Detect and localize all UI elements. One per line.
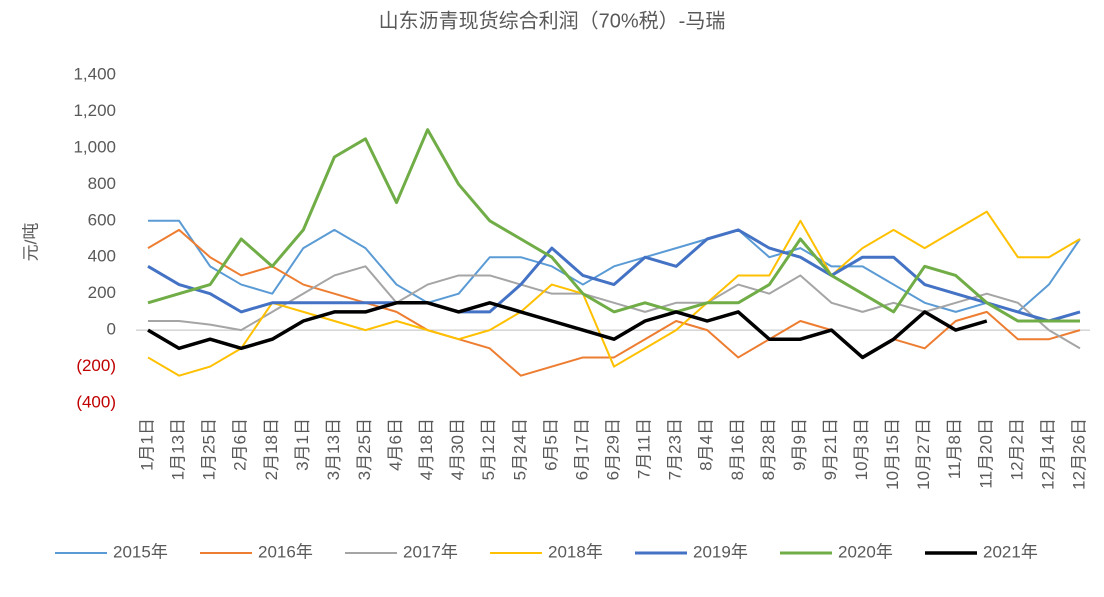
- legend-label: 2015年: [113, 542, 168, 561]
- series-line: [147, 128, 1080, 323]
- y-tick-label: 400: [88, 247, 116, 266]
- x-tick-label: 2月18日: [262, 418, 281, 480]
- legend-label: 2018年: [548, 542, 603, 561]
- x-tick-label: 6月5日: [541, 418, 560, 471]
- x-tick-label: 5月24日: [510, 418, 529, 480]
- series-line: [147, 301, 988, 360]
- x-tick-label: 12月2日: [1007, 418, 1026, 480]
- x-tick-label: 6月17日: [572, 418, 591, 480]
- x-tick-label: 1月1日: [137, 418, 156, 471]
- series-line: [147, 228, 1081, 377]
- x-tick-label: 2月6日: [231, 418, 250, 471]
- y-tick-label: 0: [107, 320, 116, 339]
- x-tick-label: 4月30日: [448, 418, 467, 480]
- x-tick-label: 6月29日: [603, 418, 622, 480]
- x-tick-label: 11月8日: [945, 418, 964, 479]
- x-tick-label: 3月1日: [293, 418, 312, 471]
- legend-label: 2020年: [838, 542, 893, 561]
- x-tick-label: 5月12日: [479, 418, 498, 480]
- x-tick-label: 4月6日: [386, 418, 405, 471]
- series-line: [148, 219, 1081, 313]
- x-tick-label: 12月14日: [1038, 418, 1057, 490]
- y-tick-label: 1,200: [73, 101, 116, 120]
- x-tick-label: 3月13日: [324, 418, 343, 480]
- x-tick-label: 4月18日: [417, 418, 436, 480]
- x-tick-label: 9月9日: [790, 418, 809, 471]
- x-tick-label: 8月16日: [728, 418, 747, 480]
- legend-label: 2017年: [403, 542, 458, 561]
- y-tick-label: 1,400: [73, 64, 116, 83]
- y-tick-label: 1,000: [73, 137, 116, 156]
- x-tick-label: 1月25日: [200, 418, 219, 480]
- y-axis-label: 元/吨: [21, 223, 40, 262]
- x-tick-label: 7月11日: [635, 418, 654, 479]
- series-line: [147, 210, 1081, 377]
- y-tick-label: (400): [76, 392, 116, 411]
- x-tick-label: 8月4日: [697, 418, 716, 471]
- y-tick-label: (200): [76, 356, 116, 375]
- x-tick-label: 11月20日: [976, 418, 995, 489]
- y-tick-label: 600: [88, 210, 116, 229]
- x-tick-label: 9月21日: [821, 418, 840, 480]
- x-tick-label: 3月25日: [355, 418, 374, 480]
- x-tick-label: 8月28日: [759, 418, 778, 480]
- legend-label: 2021年: [983, 542, 1038, 561]
- x-tick-label: 10月3日: [852, 418, 871, 480]
- legend-label: 2016年: [258, 542, 313, 561]
- x-tick-label: 7月23日: [666, 418, 685, 480]
- x-tick-label: 12月26日: [1069, 418, 1088, 490]
- y-tick-label: 200: [88, 283, 116, 302]
- chart-title: 山东沥青现货综合利润（70%税）-马瑞: [379, 9, 726, 32]
- x-tick-label: 10月27日: [914, 418, 933, 490]
- x-tick-label: 10月15日: [883, 418, 902, 490]
- y-tick-label: 800: [88, 174, 116, 193]
- series-line: [147, 228, 1081, 323]
- legend-label: 2019年: [693, 542, 748, 561]
- x-tick-label: 1月13日: [169, 418, 188, 480]
